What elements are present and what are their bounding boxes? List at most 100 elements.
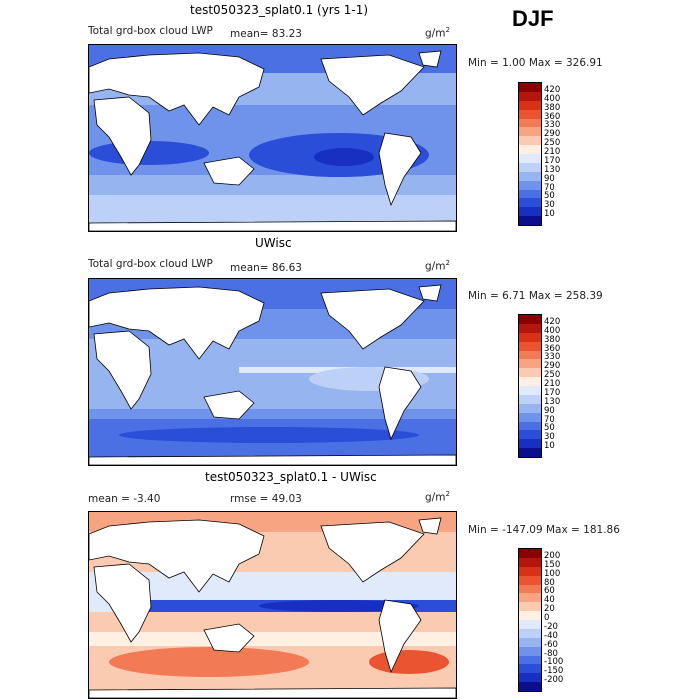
colorbar-segment: [519, 198, 541, 208]
ocean-field-south: [89, 195, 456, 225]
africa-landmass: [93, 563, 152, 643]
colorbar-segment: [519, 403, 541, 413]
antarctica-landmass: [89, 454, 456, 465]
panel2-units: g/m2: [425, 259, 450, 273]
colorbar-tick-label: -200: [544, 675, 564, 686]
panel1-title: test050323_splat0.1 (yrs 1-1): [190, 3, 369, 17]
colorbar-tick-label: 30: [544, 432, 555, 443]
colorbar-tick-label: 250: [544, 370, 561, 381]
colorbar-segment: [519, 448, 541, 457]
africa-landmass: [93, 96, 152, 176]
colorbar-segment: [519, 620, 541, 629]
colorbar-segment: [519, 549, 541, 558]
colorbar-segment: [519, 83, 541, 92]
panel3-mean: mean = -3.40: [88, 493, 161, 505]
colorbar-segment: [519, 341, 541, 351]
colorbar-tick-label: 380: [544, 102, 561, 113]
colorbar-segment: [519, 332, 541, 342]
australia-landmass: [203, 623, 255, 653]
colorbar-tick-label: 330: [544, 352, 561, 363]
colorbar-tick-label: 420: [544, 84, 561, 95]
colorbar-segment: [519, 180, 541, 190]
colorbar-tick-label: 20: [544, 604, 555, 615]
colorbar-segment: [519, 359, 541, 369]
colorbar-segment: [519, 412, 541, 422]
colorbar-tick-label: 100: [544, 568, 561, 579]
colorbar-tick-label: 250: [544, 138, 561, 149]
colorbar-segment: [519, 664, 541, 674]
panel2-min-max: Min = 6.71 Max = 258.39: [468, 290, 603, 302]
panel2-colorbar: [518, 314, 542, 458]
colorbar-segment: [519, 207, 541, 217]
landmasses: [89, 50, 456, 231]
colorbar-tick-label: -100: [544, 657, 564, 668]
africa-landmass: [93, 330, 152, 410]
colorbar-tick-label: 330: [544, 120, 561, 131]
antarctica-landmass: [89, 687, 456, 698]
panel1-mean: mean= 83.23: [230, 28, 302, 40]
colorbar-segment: [519, 162, 541, 172]
colorbar-segment: [519, 109, 541, 119]
colorbar-segment: [519, 611, 541, 620]
ocean-field-core: [314, 148, 374, 166]
colorbar-segment: [519, 430, 541, 440]
colorbar-tick-label: 170: [544, 387, 561, 398]
panel1-min-max: Min = 1.00 Max = 326.91: [468, 57, 603, 69]
panel3-min-max: Min = -147.09 Max = 181.86: [468, 524, 620, 536]
greenland-landmass: [418, 284, 442, 302]
colorbar-tick-label: 400: [544, 93, 561, 104]
greenland-landmass: [418, 517, 442, 535]
colorbar-tick-label: 10: [544, 209, 555, 220]
colorbar-tick-label: 60: [544, 586, 555, 597]
colorbar-tick-label: -60: [544, 639, 558, 650]
colorbar-tick-label: 50: [544, 423, 555, 434]
colorbar-segment: [519, 350, 541, 360]
colorbar-segment: [519, 368, 541, 378]
colorbar-tick-label: 50: [544, 191, 555, 202]
colorbar-segment: [519, 189, 541, 199]
colorbar-tick-label: 130: [544, 396, 561, 407]
colorbar-segment: [519, 439, 541, 449]
colorbar-segment: [519, 377, 541, 386]
colorbar-tick-label: 290: [544, 129, 561, 140]
colorbar-tick-label: -80: [544, 648, 558, 659]
colorbar-segment: [519, 118, 541, 128]
colorbar-segment: [519, 673, 541, 683]
colorbar-segment: [519, 682, 541, 691]
north-america-landmass: [320, 288, 425, 350]
colorbar-tick-label: 90: [544, 405, 555, 416]
panel3-units: g/m2: [425, 490, 450, 504]
colorbar-tick-label: 170: [544, 155, 561, 166]
colorbar-tick-label: 360: [544, 111, 561, 122]
colorbar-segment: [519, 315, 541, 324]
colorbar-segment: [519, 127, 541, 137]
colorbar-tick-label: 30: [544, 200, 555, 211]
colorbar-segment: [519, 154, 541, 163]
colorbar-tick-label: -40: [544, 630, 558, 641]
colorbar-tick-label: 290: [544, 361, 561, 372]
south-america-landmass: [378, 599, 422, 674]
colorbar-segment: [519, 100, 541, 110]
colorbar-segment: [519, 584, 541, 594]
panel2-title: UWisc: [255, 236, 292, 250]
panel1-map: [88, 44, 457, 232]
colorbar-segment: [519, 628, 541, 638]
colorbar-segment: [519, 637, 541, 647]
north-america-landmass: [320, 54, 425, 116]
australia-landmass: [203, 390, 255, 420]
colorbar-segment: [519, 646, 541, 656]
colorbar-segment: [519, 323, 541, 333]
panel2-mean: mean= 86.63: [230, 262, 302, 274]
colorbar-segment: [519, 655, 541, 665]
panel3-title: test050323_splat0.1 - UWisc: [205, 470, 377, 484]
panel1-variable: Total grd-box cloud LWP: [88, 25, 213, 37]
panel3-colorbar: [518, 548, 542, 692]
colorbar-tick-label: 210: [544, 379, 561, 389]
colorbar-tick-label: 70: [544, 414, 555, 425]
colorbar-tick-label: 150: [544, 559, 561, 570]
colorbar-segment: [519, 216, 541, 225]
eurasia-landmass: [89, 286, 265, 360]
panel2-variable: Total grd-box cloud LWP: [88, 258, 213, 270]
colorbar-segment: [519, 136, 541, 146]
colorbar-tick-label: 130: [544, 164, 561, 175]
